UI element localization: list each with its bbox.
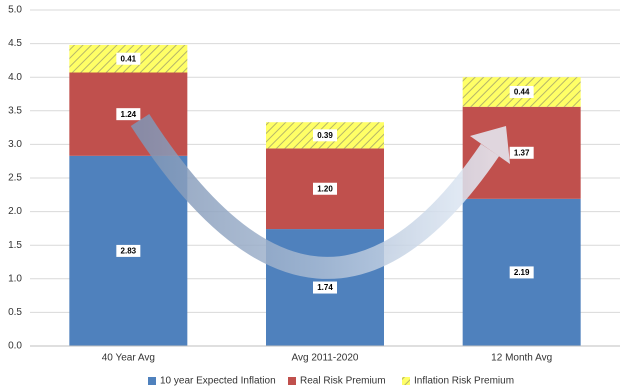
data-label-box (116, 52, 141, 65)
y-tick-label: 3.5 (8, 105, 22, 116)
y-tick-label: 2.5 (8, 173, 22, 184)
legend-label: 10 year Expected Inflation (160, 376, 276, 387)
data-label: 1.37 (514, 148, 530, 157)
decorative-arrow (130, 114, 510, 279)
data-label: 0.39 (317, 131, 333, 140)
x-tick-label: 40 Year Avg (102, 353, 155, 364)
y-tick-label: 4.5 (8, 38, 22, 49)
x-tick-label: 12 Month Avg (491, 353, 552, 364)
legend-label: Inflation Risk Premium (414, 376, 514, 387)
legend-swatch (288, 377, 296, 385)
data-label: 1.24 (121, 110, 137, 119)
data-label-box (313, 281, 337, 294)
data-label-box (509, 146, 534, 159)
data-label: 2.83 (121, 247, 137, 256)
data-label-box (313, 129, 337, 142)
data-label-box (509, 85, 534, 98)
data-label: 1.20 (317, 184, 333, 193)
y-tick-label: 3.0 (8, 139, 22, 150)
data-label: 0.41 (121, 54, 137, 63)
data-label: 0.44 (514, 88, 530, 97)
arrow-head (470, 126, 510, 164)
y-tick-label: 1.0 (8, 273, 22, 284)
data-label-box (116, 108, 141, 121)
legend-swatch (402, 377, 410, 385)
y-tick-label: 5.0 (8, 5, 22, 16)
arrow-body (130, 114, 500, 279)
data-label-box (313, 182, 337, 195)
y-tick-label: 1.5 (8, 240, 22, 251)
y-tick-label: 0.5 (8, 307, 22, 318)
y-tick-label: 4.0 (8, 72, 22, 83)
x-tick-label: Avg 2011-2020 (292, 353, 359, 364)
data-label-box (509, 266, 534, 279)
legend-label: Real Risk Premium (300, 376, 386, 387)
data-label: 1.74 (317, 283, 333, 292)
y-tick-label: 0.0 (8, 341, 22, 352)
legend-swatch (148, 377, 156, 385)
plot-area: 0.0 0.5 1.0 1.5 2.0 2.5 3.0 3.5 4.0 4.5 5.0 40 Year… (8, 5, 620, 387)
data-label: 2.19 (514, 268, 530, 277)
data-labels: 2.83 1.24 0.41 1.74 1.20 0.39 2.19 1.37 0.44 (116, 52, 534, 294)
y-tick-label: 2.0 (8, 206, 22, 217)
data-label-box (116, 244, 141, 257)
